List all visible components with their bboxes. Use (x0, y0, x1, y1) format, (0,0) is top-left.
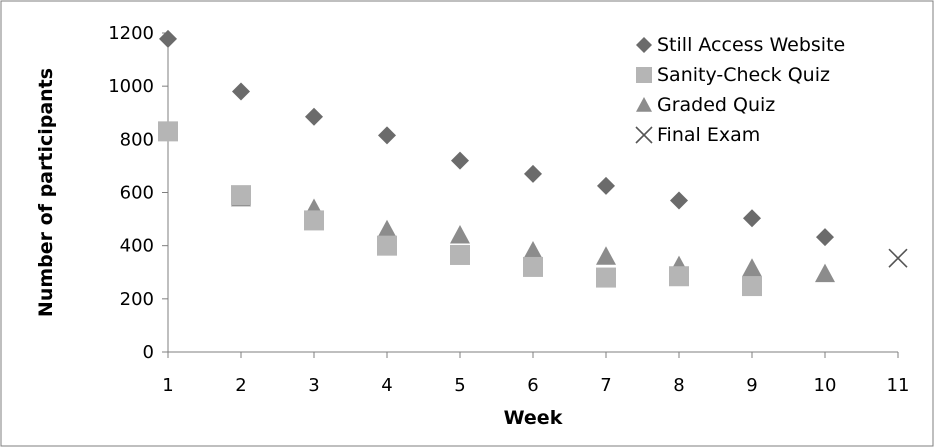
data-point-still-access-website (232, 82, 250, 101)
legend-entry-sanity-check-quiz: Sanity-Check Quiz (636, 64, 830, 86)
series-sanity-check-quiz (158, 121, 762, 297)
legend-entry-final-exam: Final Exam (635, 124, 760, 146)
x-marker-stroke (635, 126, 653, 144)
y-tick-label: 600 (120, 183, 154, 204)
x-tick-label: 2 (235, 375, 246, 396)
y-tick-label: 400 (120, 236, 154, 257)
data-point-sanity-check-quiz (669, 266, 689, 287)
x-axis-title: Week (504, 407, 563, 429)
data-point-still-access-website (597, 176, 615, 195)
data-point-graded-quiz (377, 219, 397, 239)
data-point-still-access-website (524, 164, 542, 183)
data-point-still-access-website (451, 151, 469, 170)
legend-symbol (636, 97, 652, 112)
legend-symbol (636, 67, 652, 83)
x-marker-stroke (888, 248, 908, 268)
x-axis-ticks: 1 2 3 4 5 6 7 8 9 10 11 (162, 352, 909, 396)
data-point-still-access-website (743, 209, 761, 228)
data-point-sanity-check-quiz (596, 267, 616, 288)
y-tick-label: 0 (143, 342, 154, 363)
data-point-still-access-website (670, 191, 688, 210)
data-point-graded-quiz (596, 246, 616, 265)
series-layer (158, 29, 908, 297)
legend-marker-square (636, 67, 652, 83)
y-tick-label: 1200 (108, 23, 154, 44)
legend-marker-triangle (636, 97, 652, 112)
y-axis-title: Number of participants (35, 68, 57, 317)
data-point-graded-quiz (450, 225, 470, 244)
y-tick-label: 800 (120, 129, 154, 150)
legend-entry-still-access-website: Still Access Website (636, 34, 845, 56)
x-tick-label: 5 (454, 375, 465, 396)
data-point-still-access-website (159, 29, 177, 48)
data-point-sanity-check-quiz (742, 276, 762, 297)
data-point-graded-quiz (523, 240, 543, 260)
x-tick-label: 1 (162, 375, 173, 396)
data-point-final-exam (888, 248, 908, 268)
data-point-sanity-check-quiz (450, 244, 470, 265)
x-tick-label: 6 (527, 375, 538, 396)
x-tick-label: 4 (381, 375, 392, 396)
legend-label-final-exam: Final Exam (657, 124, 760, 146)
data-point-sanity-check-quiz (231, 185, 251, 206)
legend: Still Access Website Sanity-Check Quiz G… (635, 34, 845, 146)
legend-label-graded-quiz: Graded Quiz (657, 94, 775, 116)
x-tick-label: 11 (887, 375, 910, 396)
data-point-graded-quiz (815, 263, 835, 283)
series-final-exam (888, 248, 908, 268)
y-tick-label: 1000 (108, 76, 154, 97)
data-point-sanity-check-quiz (523, 256, 543, 277)
legend-label-still-access-website: Still Access Website (657, 34, 845, 56)
legend-marker-x (635, 126, 653, 144)
legend-entry-graded-quiz: Graded Quiz (636, 94, 775, 116)
data-point-still-access-website (378, 126, 396, 145)
legend-label-sanity-check-quiz: Sanity-Check Quiz (657, 64, 830, 86)
data-point-sanity-check-quiz (158, 121, 178, 142)
x-tick-label: 9 (746, 375, 757, 396)
x-tick-label: 7 (600, 375, 611, 396)
legend-symbol (635, 126, 653, 144)
series-still-access-website (159, 29, 834, 247)
data-point-still-access-website (816, 228, 834, 247)
data-point-graded-quiz (742, 258, 762, 277)
x-tick-label: 10 (814, 375, 837, 396)
legend-marker-diamond (636, 37, 652, 53)
data-point-still-access-website (305, 107, 323, 126)
data-point-sanity-check-quiz (304, 210, 324, 231)
x-tick-label: 3 (308, 375, 319, 396)
y-tick-label: 200 (120, 289, 154, 310)
x-tick-label: 8 (673, 375, 684, 396)
legend-symbol (636, 37, 652, 53)
data-point-sanity-check-quiz (377, 235, 397, 256)
y-axis-ticks: 0 200 400 600 800 1000 1200 (108, 23, 168, 363)
